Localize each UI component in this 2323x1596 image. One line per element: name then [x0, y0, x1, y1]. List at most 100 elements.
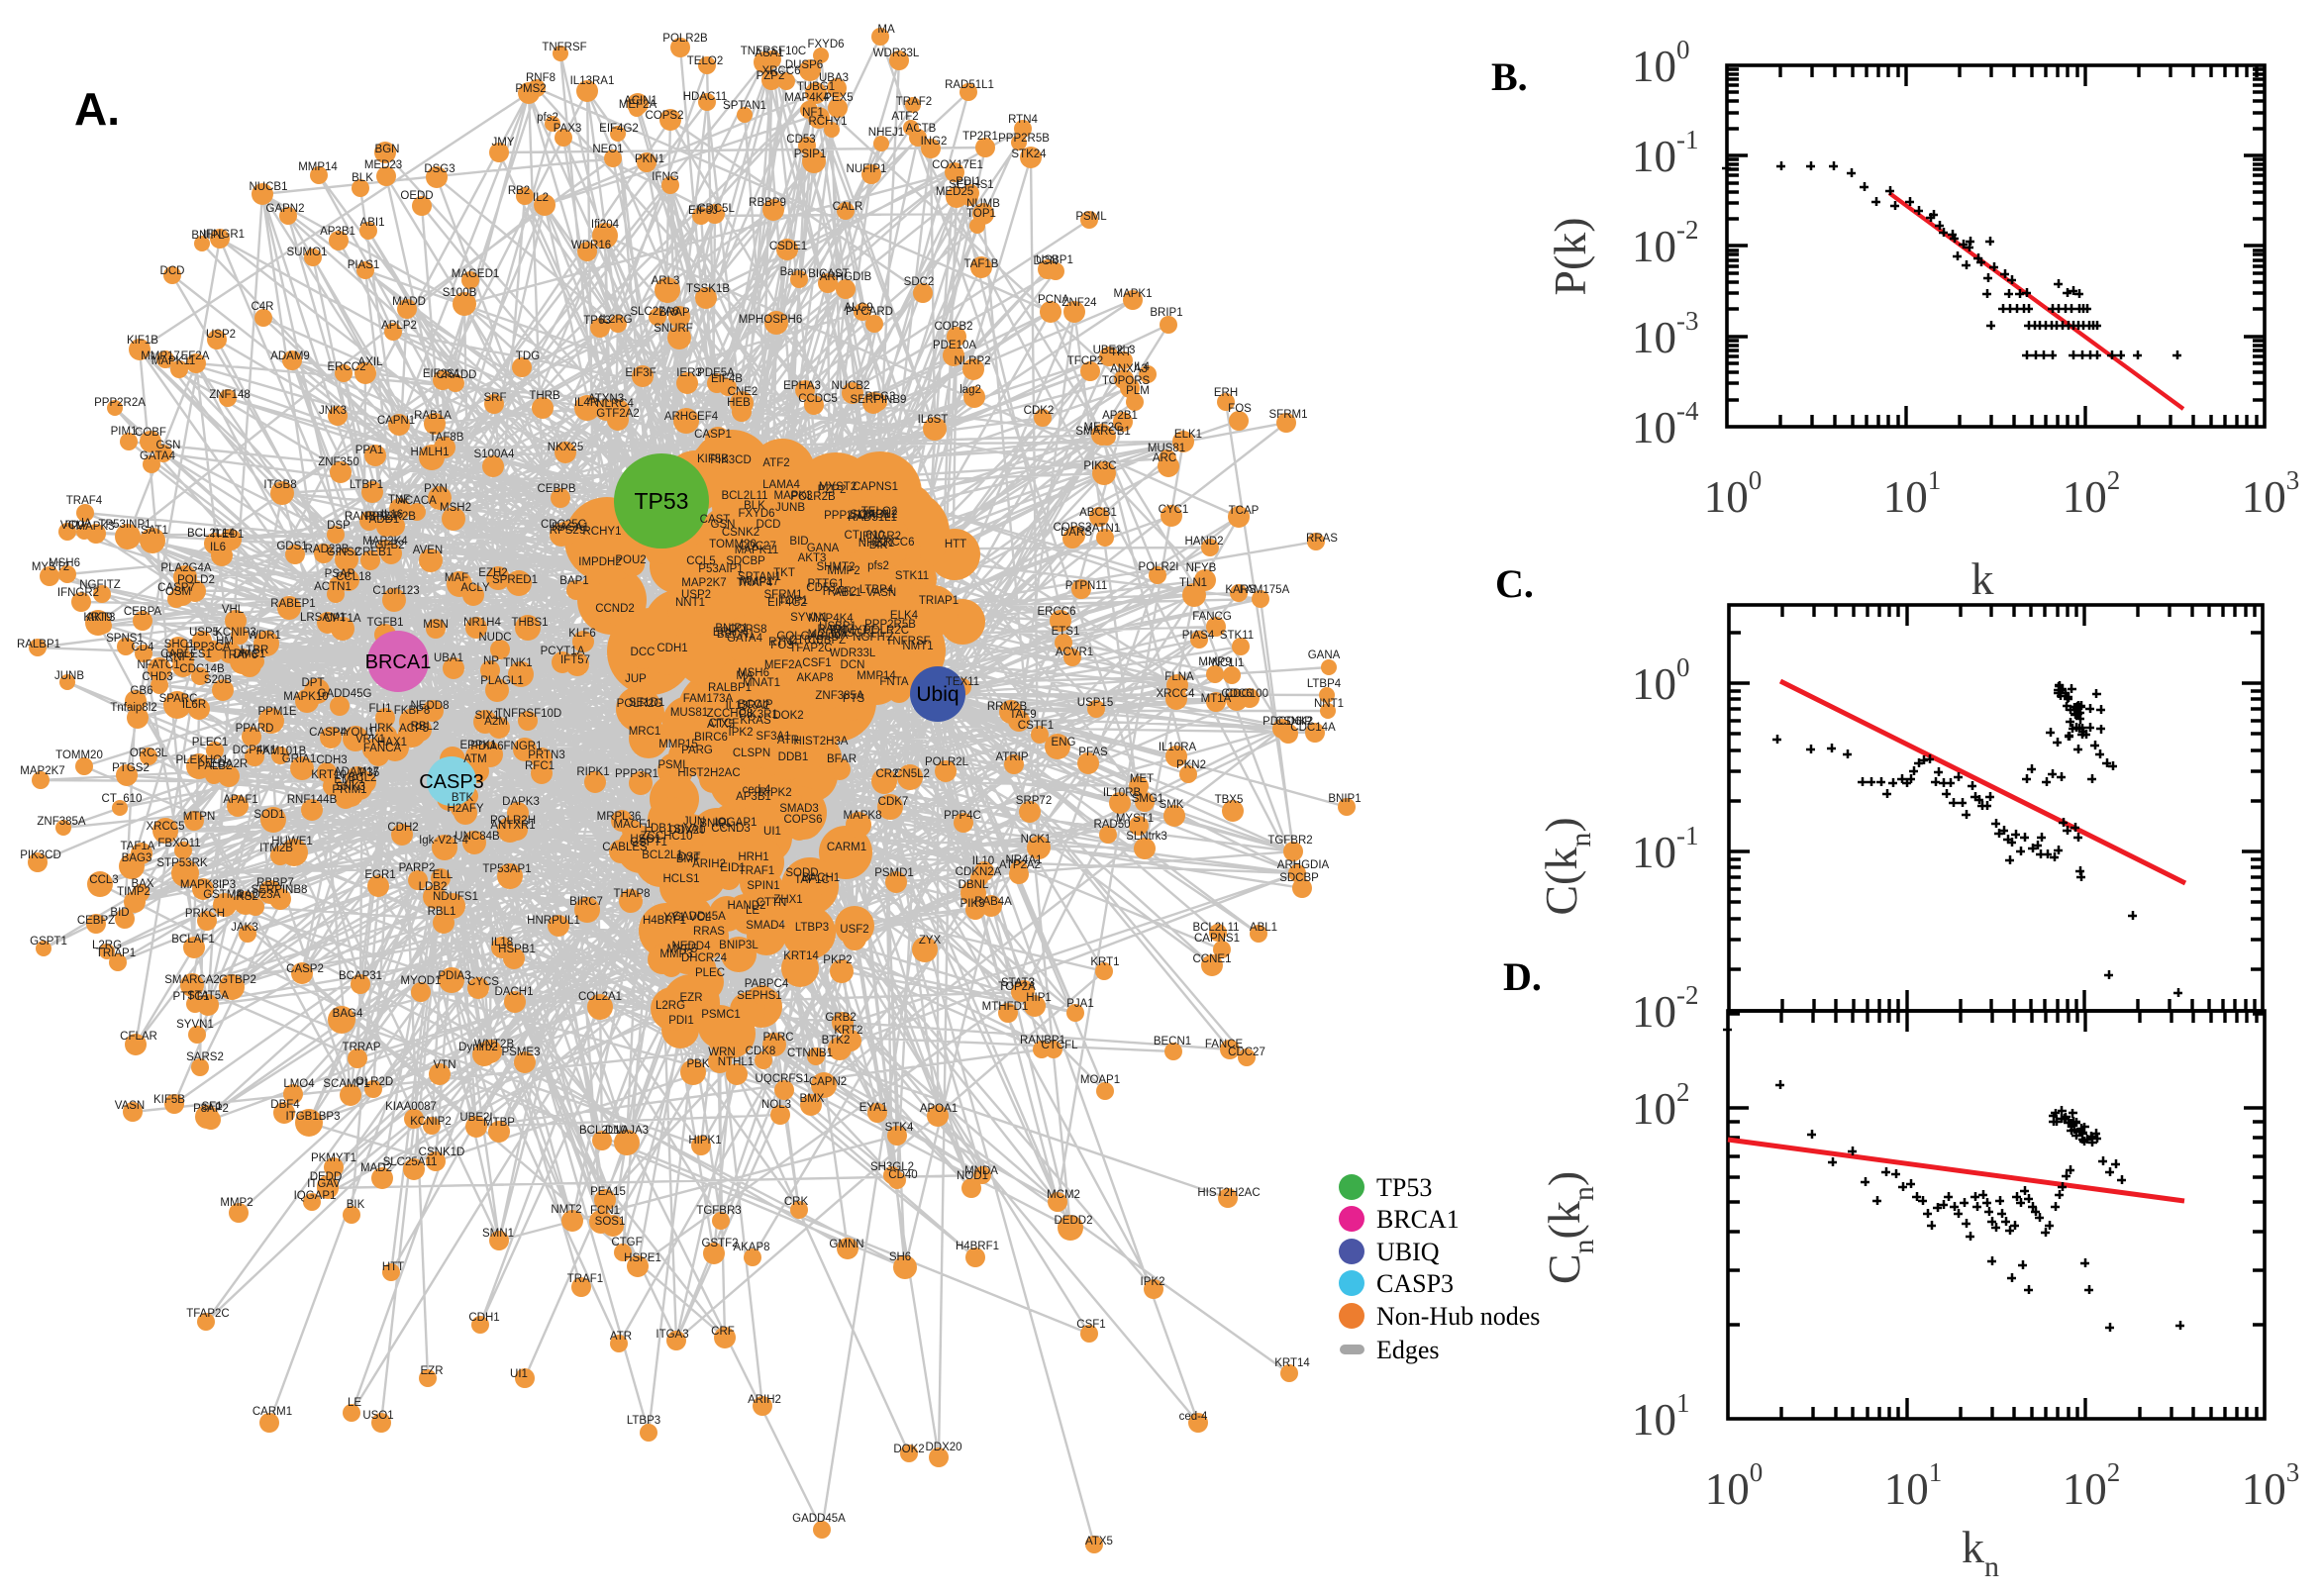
svg-text:BAG3: BAG3	[122, 852, 152, 864]
svg-text:TIMP2: TIMP2	[117, 886, 151, 898]
svg-text:MACF1: MACF1	[614, 819, 653, 831]
svg-text:MAP2K7: MAP2K7	[681, 577, 726, 589]
svg-text:IER3: IER3	[676, 367, 702, 379]
svg-text:MTBP: MTBP	[483, 1117, 515, 1129]
svg-text:ADAM17: ADAM17	[334, 766, 379, 778]
svg-text:ABCB1: ABCB1	[1079, 507, 1117, 519]
svg-text:NF1: NF1	[802, 107, 824, 119]
svg-text:CEBPA: CEBPA	[124, 606, 161, 618]
svg-text:DOK2: DOK2	[893, 1444, 924, 1455]
svg-text:JUP: JUP	[625, 673, 647, 685]
svg-text:ALG9: ALG9	[844, 302, 872, 314]
svg-text:BCCIP: BCCIP	[738, 699, 772, 711]
svg-text:GSTM4: GSTM4	[203, 889, 243, 901]
svg-text:GMNN: GMNN	[829, 1239, 863, 1250]
svg-text:EGR1: EGR1	[364, 869, 395, 881]
svg-text:MAF: MAF	[445, 572, 468, 584]
svg-text:GDS1: GDS1	[276, 541, 307, 552]
svg-text:BGN: BGN	[375, 144, 400, 155]
svg-text:CCNE1: CCNE1	[1193, 953, 1232, 965]
svg-text:npdA: npdA	[822, 630, 849, 642]
svg-text:TAF9: TAF9	[1009, 709, 1036, 721]
svg-text:TKT: TKT	[1110, 347, 1132, 358]
svg-text:EDA2R: EDA2R	[210, 758, 248, 770]
svg-text:NC1I1: NC1I1	[1212, 657, 1245, 669]
svg-text:COPB2: COPB2	[935, 321, 973, 333]
svg-text:PZP2: PZP2	[757, 70, 785, 82]
svg-text:PPP2R2B: PPP2R2B	[364, 511, 416, 523]
svg-text:LMO4: LMO4	[283, 1078, 315, 1090]
svg-text:GTBP2: GTBP2	[219, 974, 256, 986]
svg-text:EF2A: EF2A	[181, 350, 210, 362]
svg-text:PSIP1: PSIP1	[794, 149, 827, 160]
svg-text:EIF3J: EIF3J	[688, 205, 718, 217]
svg-text:COPS2: COPS2	[646, 110, 684, 122]
svg-text:CDC14A: CDC14A	[1290, 722, 1336, 734]
svg-text:ATR: ATR	[610, 1331, 632, 1343]
svg-text:XRCC6: XRCC6	[762, 65, 801, 77]
svg-text:APAF1: APAF1	[223, 794, 258, 806]
svg-text:ZNF148: ZNF148	[209, 389, 251, 401]
svg-text:MAP2K4: MAP2K4	[362, 536, 408, 548]
svg-text:PPP2R2A: PPP2R2A	[824, 510, 875, 522]
svg-text:ZNF385A: ZNF385A	[815, 690, 864, 702]
svg-text:CTCF: CTCF	[709, 718, 740, 730]
svg-text:CCND3: CCND3	[711, 823, 751, 835]
svg-text:SDCBP: SDCBP	[726, 555, 765, 567]
svg-text:WDR16: WDR16	[571, 240, 611, 251]
svg-text:MADD: MADD	[392, 296, 426, 308]
svg-text:KRT14: KRT14	[1274, 1357, 1310, 1369]
svg-text:NHEJ1: NHEJ1	[868, 127, 904, 139]
svg-text:PSML: PSML	[657, 759, 689, 771]
svg-text:XRCC4: XRCC4	[1157, 688, 1196, 700]
svg-text:ITM2B: ITM2B	[259, 843, 293, 854]
svg-text:RALBP1: RALBP1	[17, 639, 60, 650]
svg-text:TELO2: TELO2	[861, 506, 897, 518]
svg-text:P35: P35	[359, 767, 379, 779]
svg-text:NEDD4: NEDD4	[672, 941, 712, 952]
svg-text:FAM175A: FAM175A	[1240, 584, 1290, 596]
svg-text:ced-4: ced-4	[1179, 1411, 1208, 1423]
svg-text:GRB2: GRB2	[825, 1012, 856, 1024]
svg-text:HTT: HTT	[945, 539, 966, 550]
svg-text:UBA1: UBA1	[434, 652, 463, 664]
svg-text:ATXN3: ATXN3	[588, 393, 624, 405]
svg-text:MAPK11: MAPK11	[735, 545, 779, 556]
svg-text:IFT57: IFT57	[560, 654, 590, 666]
svg-text:COPS3: COPS3	[1054, 522, 1092, 534]
svg-text:BTK: BTK	[452, 792, 474, 804]
svg-text:MRC1: MRC1	[629, 726, 661, 738]
svg-text:ITGB1BP3: ITGB1BP3	[286, 1111, 341, 1123]
svg-text:CSNK2: CSNK2	[722, 527, 759, 539]
svg-text:SNK3: SNK3	[336, 781, 365, 793]
svg-text:SERPINB8: SERPINB8	[252, 884, 308, 896]
svg-text:ABI1: ABI1	[360, 217, 385, 229]
svg-text:RAD23B: RAD23B	[305, 544, 350, 555]
svg-text:MED23: MED23	[364, 159, 402, 171]
svg-text:PLAGL1: PLAGL1	[480, 675, 523, 687]
svg-text:SEPHS1: SEPHS1	[949, 179, 993, 191]
svg-text:TP53INP1: TP53INP1	[98, 519, 151, 531]
svg-text:CSTF1: CSTF1	[1018, 720, 1054, 732]
svg-text:MMP15: MMP15	[658, 739, 698, 750]
svg-text:IL4: IL4	[1134, 361, 1151, 373]
svg-text:SFRM1: SFRM1	[764, 589, 803, 601]
svg-text:MAPK11: MAPK11	[152, 355, 196, 367]
svg-text:STK11: STK11	[1220, 630, 1254, 642]
svg-text:VTN: VTN	[434, 1059, 456, 1071]
svg-text:PPARD: PPARD	[236, 723, 274, 735]
svg-text:RALBP1: RALBP1	[708, 682, 752, 694]
svg-text:GATA4: GATA4	[140, 450, 176, 462]
svg-text:NUDC: NUDC	[478, 632, 511, 644]
svg-text:TRAF2: TRAF2	[821, 586, 857, 598]
svg-text:RAD17: RAD17	[817, 624, 854, 636]
svg-text:P8AP2: P8AP2	[193, 1103, 229, 1115]
svg-text:CSNK1D: CSNK1D	[419, 1147, 465, 1158]
svg-text:BNIP1: BNIP1	[715, 623, 748, 635]
svg-text:MNDA: MNDA	[964, 1165, 998, 1177]
svg-text:SDCBP: SDCBP	[1279, 872, 1319, 884]
svg-text:WDR33L: WDR33L	[830, 648, 876, 659]
svg-text:TP53AP1: TP53AP1	[482, 863, 531, 875]
svg-text:POLR2I: POLR2I	[1139, 561, 1179, 573]
svg-text:FBXO11: FBXO11	[157, 838, 200, 849]
